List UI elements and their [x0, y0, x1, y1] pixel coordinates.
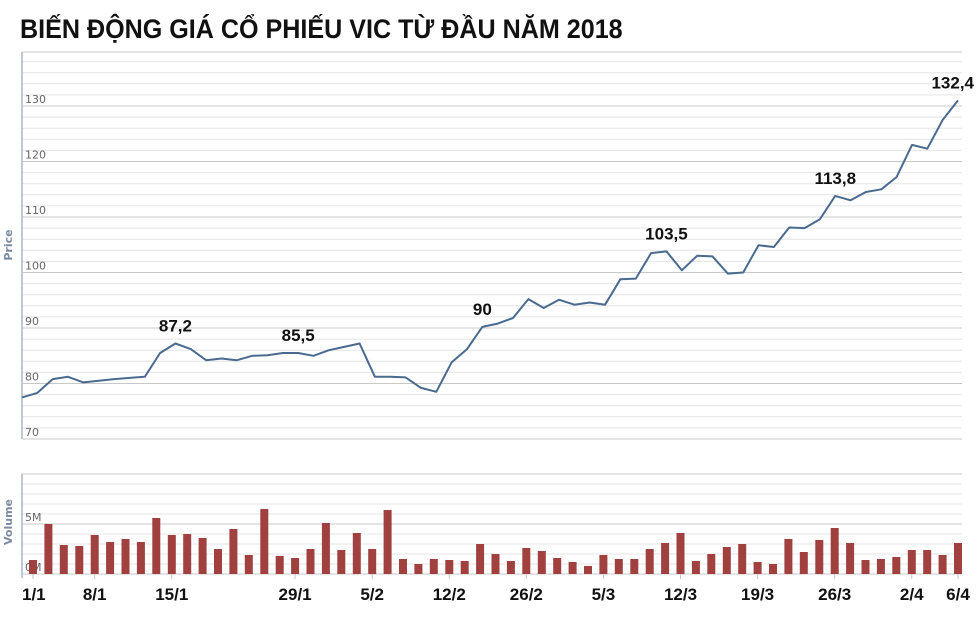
volume-bar — [244, 555, 253, 574]
x-tick-label: 8/1 — [83, 585, 107, 604]
volume-bar — [90, 535, 99, 574]
volume-bar — [368, 549, 377, 574]
volume-bar — [691, 561, 700, 574]
x-axis: 1/1 8/1 15/1 29/1 5/2 12/2 26/2 5/3 12/3 19/3 26/3… — [22, 574, 970, 604]
volume-bar — [337, 550, 346, 574]
volume-bar — [198, 538, 207, 574]
volume-bar — [676, 533, 685, 574]
volume-bar — [476, 544, 485, 574]
volume-bar — [29, 560, 37, 574]
volume-bar — [445, 560, 454, 574]
volume-bar — [383, 510, 392, 574]
volume-bar — [229, 529, 238, 574]
x-tick-label: 29/1 — [279, 585, 312, 604]
volume-bar — [645, 549, 654, 574]
price-axis-label: Price — [2, 229, 15, 260]
volume-bar — [291, 558, 300, 574]
volume-bar — [568, 562, 577, 574]
volume-bar — [306, 549, 315, 574]
volume-bar — [152, 518, 161, 574]
x-tick-label: 26/2 — [510, 585, 543, 604]
x-tick-label: 1/1 — [22, 585, 46, 604]
volume-bar — [784, 539, 793, 574]
volume-bar — [75, 546, 84, 574]
volume-bar — [522, 548, 531, 574]
price-tick-label: 130 — [25, 93, 46, 106]
price-tick-label: 110 — [25, 204, 46, 217]
volume-bar — [275, 556, 284, 574]
volume-bar — [799, 552, 808, 574]
volume-bar — [321, 523, 330, 574]
volume-bar — [429, 559, 438, 574]
volume-bar — [707, 554, 716, 574]
price-line — [21, 99, 959, 399]
price-tick-label: 70 — [25, 426, 39, 439]
chart-title: BIẾN ĐỘNG GIÁ CỔ PHIẾU VIC TỪ ĐẦU NĂM 20… — [20, 14, 623, 44]
volume-bar — [537, 551, 546, 574]
x-tick-label: 15/1 — [155, 585, 188, 604]
volume-bar — [214, 549, 222, 574]
volume-bar — [59, 545, 68, 574]
x-tick-label: 5/3 — [592, 585, 616, 604]
volume-bar — [167, 535, 176, 574]
volume-bar — [630, 559, 639, 574]
volume-bar — [753, 562, 762, 574]
price-annotation: 132,4 — [931, 73, 974, 92]
x-tick-label: 26/3 — [818, 585, 851, 604]
volume-bar — [830, 528, 839, 574]
volume-bar — [769, 564, 777, 574]
volume-bar — [491, 554, 500, 574]
x-tick-label: 19/3 — [741, 585, 774, 604]
volume-bar — [414, 564, 423, 574]
volume-bar — [861, 560, 870, 574]
price-tick-label: 80 — [25, 371, 39, 384]
x-tick-label: 12/2 — [433, 585, 466, 604]
price-tick-label: 100 — [25, 260, 46, 273]
volume-bar — [892, 557, 901, 574]
volume-bar — [614, 559, 623, 574]
volume-bar — [938, 555, 947, 574]
volume-bar — [44, 524, 53, 574]
x-tick-label: 5/2 — [360, 585, 384, 604]
volume-bar — [106, 542, 115, 574]
volume-bar — [954, 543, 962, 574]
volume-bar — [506, 561, 515, 574]
volume-bar — [460, 561, 469, 574]
volume-bar — [815, 540, 824, 574]
volume-bar — [584, 566, 592, 574]
volume-bar — [599, 555, 608, 574]
volume-bar — [121, 539, 130, 574]
price-annotation: 85,5 — [282, 326, 315, 345]
volume-bar — [846, 543, 855, 574]
x-tick-label: 6/4 — [946, 585, 970, 604]
volume-bar — [260, 509, 269, 574]
price-annotation: 103,5 — [645, 224, 688, 243]
price-tick-label: 90 — [25, 315, 39, 328]
volume-bar — [876, 559, 885, 574]
volume-tick-label: 5M — [25, 511, 42, 524]
volume-bar — [352, 533, 361, 574]
volume-bar — [907, 550, 916, 574]
price-annotation: 90 — [473, 300, 492, 319]
price-tick-label: 120 — [25, 149, 46, 162]
x-tick-label: 2/4 — [900, 585, 924, 604]
x-tick-label: 12/3 — [664, 585, 697, 604]
price-annotation: 113,8 — [814, 169, 856, 188]
price-panel: 70 80 90 100 110 120 130 Price 87,2 85,5 90 103,5 11… — [2, 51, 975, 440]
volume-bar — [923, 550, 932, 574]
volume-bar — [722, 547, 731, 574]
volume-axis-label: Volume — [2, 499, 15, 545]
price-annotation: 87,2 — [159, 317, 192, 336]
volume-bar — [399, 559, 407, 574]
volume-panel: 0M5MVolume — [2, 473, 962, 578]
volume-bar — [136, 542, 145, 574]
volume-bar — [553, 558, 562, 574]
volume-bar — [738, 544, 747, 574]
volume-bar — [183, 534, 192, 574]
volume-bar — [661, 543, 670, 574]
